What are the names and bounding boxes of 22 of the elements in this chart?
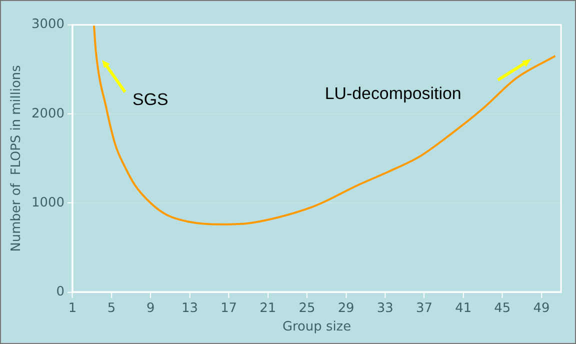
x-tick-label: 1	[68, 301, 77, 316]
x-tick-label: 45	[494, 301, 511, 316]
x-tick-label: 13	[181, 301, 198, 316]
y-tick-label: 3000	[32, 17, 64, 32]
line-series	[92, 24, 556, 226]
y-tick-label: 1000	[32, 195, 64, 210]
y-tick-label: 2000	[32, 106, 64, 122]
x-tick-label: 49	[533, 301, 550, 316]
x-tick-label: 21	[260, 301, 276, 316]
x-tick-label: 9	[146, 301, 155, 316]
y-tick-label: 0	[56, 284, 64, 300]
x-tick-label: 29	[338, 301, 354, 316]
x-axis-title: Group size	[282, 320, 352, 335]
x-tick-label: 41	[455, 301, 472, 316]
annotation: LU-decomposition	[324, 84, 462, 104]
x-tick-label: 5	[107, 301, 116, 316]
x-tick-label: 25	[298, 301, 316, 316]
y-axis-title: Number of FLOPS in millions	[9, 64, 24, 252]
x-tick-label: 37	[416, 301, 432, 316]
x-tick-label: 17	[220, 301, 238, 316]
x-tick-label: 33	[376, 301, 394, 316]
annotation: SGS	[132, 90, 168, 110]
